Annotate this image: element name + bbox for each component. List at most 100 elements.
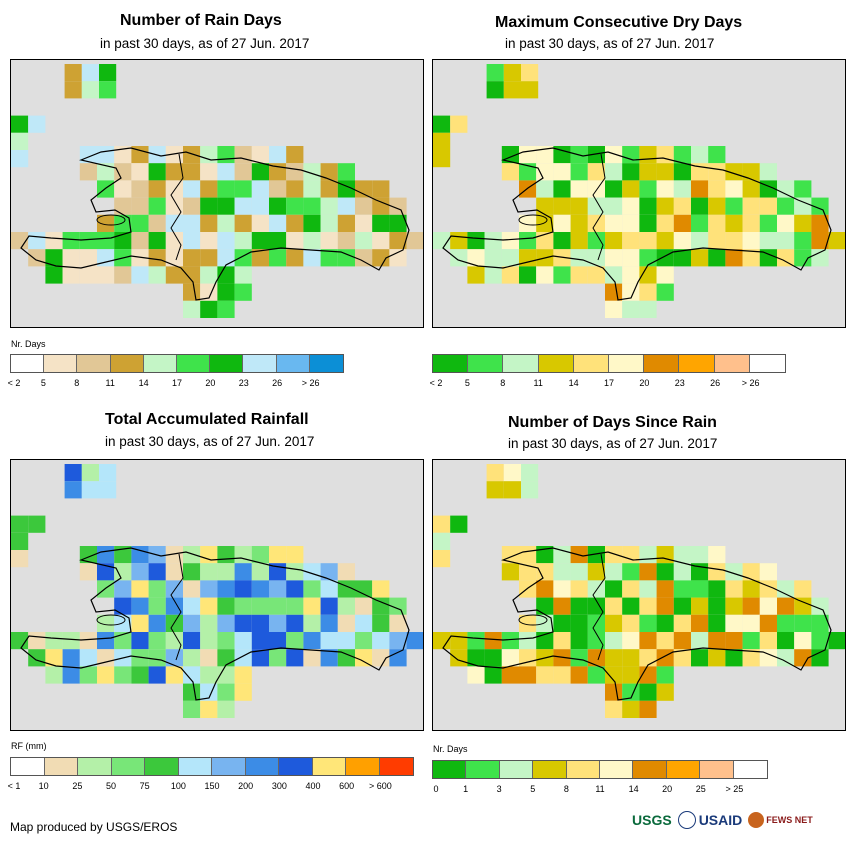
legend-tick-label: 17 <box>171 378 183 388</box>
map-cell <box>605 666 623 684</box>
map-cell <box>570 214 588 232</box>
map-cell <box>777 632 795 650</box>
map-cell <box>11 132 29 150</box>
legend-swatch <box>503 355 539 372</box>
map-cell <box>269 146 287 164</box>
map-cell <box>11 232 29 250</box>
map-cell <box>605 683 623 701</box>
map-cell <box>45 266 63 284</box>
map-cell <box>673 563 691 581</box>
map-cell <box>639 146 657 164</box>
map-cell <box>11 632 29 650</box>
map-cell <box>708 249 726 267</box>
map-cell <box>777 180 795 198</box>
map-cell <box>234 197 252 215</box>
map-cell <box>691 232 709 250</box>
legend-tick-label: 5 <box>40 378 46 388</box>
map-cell <box>131 266 149 284</box>
map-cell <box>165 563 183 581</box>
map-cell <box>28 515 46 533</box>
map-cell <box>64 64 82 82</box>
map-cell <box>286 163 304 181</box>
map-cell <box>200 197 218 215</box>
map-cell <box>217 632 235 650</box>
map-cell <box>97 214 115 232</box>
map-cell <box>450 649 468 667</box>
map-cell <box>165 597 183 615</box>
map-cell <box>234 266 252 284</box>
map-cell <box>536 666 554 684</box>
legend-tick-label: 25 <box>72 781 83 791</box>
map-cell <box>742 180 760 198</box>
map-cell <box>303 197 321 215</box>
map-cell <box>165 232 183 250</box>
map-cell <box>605 614 623 632</box>
map-cell <box>64 464 82 482</box>
map-cell <box>433 132 451 150</box>
map-cell <box>587 546 605 564</box>
legend-swatch <box>679 355 715 372</box>
map-cell <box>656 197 674 215</box>
map-cell <box>303 249 321 267</box>
map-cell <box>200 180 218 198</box>
map-cell <box>389 249 407 267</box>
map-cell <box>62 649 80 667</box>
map-cell <box>570 232 588 250</box>
map-cell <box>605 214 623 232</box>
map-cell <box>320 632 338 650</box>
map-cell <box>536 146 554 164</box>
map-cell <box>217 563 235 581</box>
legend-tick-label: 11 <box>105 378 115 388</box>
map-cell <box>217 232 235 250</box>
map-cell <box>148 632 166 650</box>
map-cell <box>519 614 537 632</box>
legend-tick-label: > 26 <box>301 378 320 388</box>
map-cell <box>114 614 132 632</box>
map-cell <box>372 197 390 215</box>
map-cell <box>183 180 201 198</box>
map-cell <box>570 197 588 215</box>
map-cell <box>97 563 115 581</box>
legend-swatch <box>538 355 574 372</box>
map-cell <box>372 580 390 598</box>
map-cell <box>519 563 537 581</box>
map-cell <box>165 163 183 181</box>
map-cell <box>656 546 674 564</box>
map-cell <box>536 214 554 232</box>
map-cell <box>725 649 743 667</box>
map-cell <box>503 64 521 82</box>
map-cell <box>200 614 218 632</box>
map-cell <box>372 249 390 267</box>
map-cell <box>605 249 623 267</box>
map-cell <box>183 266 201 284</box>
map-cell <box>183 563 201 581</box>
map-cell <box>639 614 657 632</box>
map-cell <box>372 180 390 198</box>
legend-tick-label: 100 <box>170 781 186 791</box>
legend-swatch <box>433 761 467 778</box>
map-cell <box>79 232 97 250</box>
map-cell <box>811 197 829 215</box>
map-cell <box>165 632 183 650</box>
map-cell <box>183 283 201 301</box>
map-cell <box>725 163 743 181</box>
map-cell <box>725 214 743 232</box>
map-cell <box>97 266 115 284</box>
map-cell <box>639 632 657 650</box>
map-cell <box>656 214 674 232</box>
map-cell <box>217 146 235 164</box>
map-cell <box>639 649 657 667</box>
map-cell <box>450 515 468 533</box>
map-cell <box>536 580 554 598</box>
map-cell <box>759 163 777 181</box>
map-cell <box>234 597 252 615</box>
map-cell <box>62 232 80 250</box>
map-cell <box>484 649 502 667</box>
map-cell <box>708 163 726 181</box>
map-cell <box>114 580 132 598</box>
legend-swatch <box>700 761 734 778</box>
map-cell <box>570 163 588 181</box>
map-cell <box>114 666 132 684</box>
map-cell <box>570 666 588 684</box>
map-cell <box>406 632 423 650</box>
